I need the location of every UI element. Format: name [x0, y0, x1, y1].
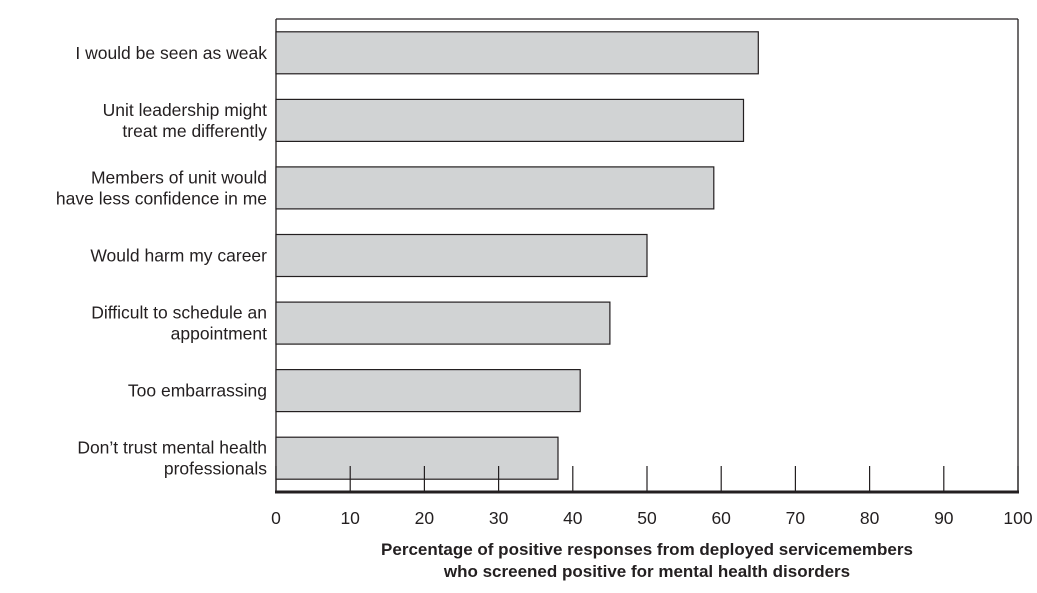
bar	[275, 98, 745, 143]
bar	[275, 301, 611, 345]
x-tick-label: 40	[563, 508, 583, 528]
x-tick-label: 10	[340, 508, 360, 528]
x-tick-label: 60	[711, 508, 731, 528]
x-tick-label: 80	[860, 508, 880, 528]
x-tick-label: 50	[637, 508, 657, 528]
category-label: Difficult to schedule an appointment	[91, 303, 267, 344]
x-tick-label: 100	[1003, 508, 1032, 528]
x-tick-label: 90	[934, 508, 954, 528]
x-tick-label: 0	[271, 508, 281, 528]
bar	[275, 233, 648, 278]
bars-group	[275, 31, 759, 480]
bar	[275, 31, 759, 75]
category-label: Unit leadership might treat me differentl…	[103, 100, 268, 141]
x-tick-label: 70	[786, 508, 806, 528]
bar	[275, 369, 581, 413]
category-label: Would harm my career	[90, 246, 267, 266]
bar	[275, 436, 559, 480]
category-labels: I would be seen as weak Unit leadership m…	[56, 43, 267, 479]
x-axis-ticks: 0 10 20 30 40 50 60 70 80 90 100	[271, 466, 1033, 528]
x-tick-label: 30	[489, 508, 509, 528]
bar	[275, 166, 715, 210]
x-tick-label: 20	[415, 508, 435, 528]
x-axis-title-line: who screened positive for mental health …	[443, 562, 850, 581]
category-label: I would be seen as weak	[75, 43, 267, 63]
category-label: Too embarrassing	[128, 381, 267, 401]
category-label: Members of unit would have less confidenc…	[56, 167, 267, 208]
x-axis-title: Percentage of positive responses from de…	[381, 540, 913, 581]
x-axis-title-line: Percentage of positive responses from de…	[381, 540, 913, 559]
category-label: Don’t trust mental health professionals	[77, 438, 267, 479]
